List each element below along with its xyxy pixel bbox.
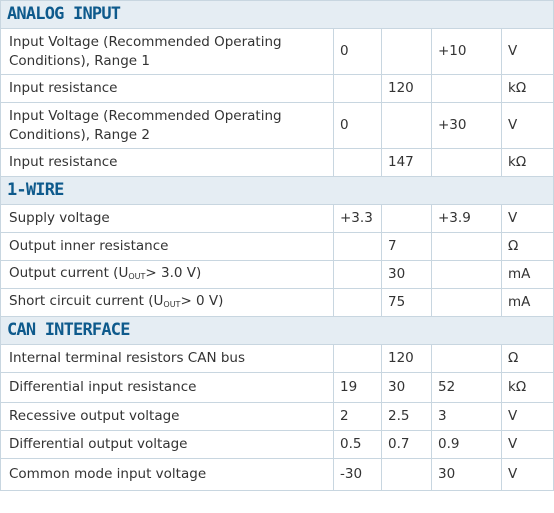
table-row: Short circuit current (UOUT> 0 V) 75 mA xyxy=(0,288,554,317)
min-value: 2 xyxy=(333,402,382,431)
min-value: -30 xyxy=(333,458,382,491)
table-row: Input Voltage (Recommended Operating Con… xyxy=(0,28,554,75)
min-value xyxy=(333,288,382,317)
unit: kΩ xyxy=(500,74,554,103)
max-value xyxy=(431,74,502,103)
typ-value: 2.5 xyxy=(381,402,432,431)
typ-value: 7 xyxy=(381,232,432,261)
unit: V xyxy=(500,430,554,459)
table-row: Common mode input voltage -30 30 V xyxy=(0,458,554,491)
min-value xyxy=(333,232,382,261)
min-value xyxy=(333,148,382,177)
min-value xyxy=(333,344,382,373)
unit: kΩ xyxy=(500,372,554,403)
parameter-name-text: > 0 V) xyxy=(180,292,224,309)
max-value: 30 xyxy=(431,458,502,491)
max-value xyxy=(431,344,502,373)
max-value xyxy=(431,148,502,177)
max-value: +10 xyxy=(431,28,502,75)
unit: V xyxy=(500,204,554,233)
parameter-name: Input Voltage (Recommended Operating Con… xyxy=(0,28,334,75)
max-value: 52 xyxy=(431,372,502,403)
typ-value: 147 xyxy=(381,148,432,177)
table-row: Recessive output voltage 2 2.5 3 V xyxy=(0,402,554,431)
parameter-name: Output current (UOUT> 3.0 V) xyxy=(0,260,334,289)
max-value xyxy=(431,260,502,289)
unit: V xyxy=(500,458,554,491)
parameter-name-text: > 3.0 V) xyxy=(145,264,202,281)
table-row: Supply voltage +3.3 +3.9 V xyxy=(0,204,554,233)
typ-value: 75 xyxy=(381,288,432,317)
min-value: 0 xyxy=(333,102,382,149)
typ-value: 30 xyxy=(381,260,432,289)
subscript: OUT xyxy=(128,271,146,281)
parameter-name-text: Short circuit current (U xyxy=(9,292,164,309)
typ-value xyxy=(381,204,432,233)
typ-value: 120 xyxy=(381,344,432,373)
table-row: Output current (UOUT> 3.0 V) 30 mA xyxy=(0,260,554,289)
min-value: 0 xyxy=(333,28,382,75)
unit: V xyxy=(500,102,554,149)
unit: V xyxy=(500,402,554,431)
unit: Ω xyxy=(500,232,554,261)
parameter-name: Input resistance xyxy=(0,148,334,177)
unit: mA xyxy=(500,288,554,317)
max-value: +30 xyxy=(431,102,502,149)
parameter-name: Differential input resistance xyxy=(0,372,334,403)
typ-value xyxy=(381,458,432,491)
min-value: 19 xyxy=(333,372,382,403)
subscript: OUT xyxy=(163,299,181,309)
table-row: Output inner resistance 7 Ω xyxy=(0,232,554,261)
table-row: Differential output voltage 0.5 0.7 0.9 … xyxy=(0,430,554,459)
table-row: Input resistance 147 kΩ xyxy=(0,148,554,177)
max-value xyxy=(431,232,502,261)
table-row: Input Voltage (Recommended Operating Con… xyxy=(0,102,554,149)
min-value: +3.3 xyxy=(333,204,382,233)
min-value xyxy=(333,74,382,103)
max-value xyxy=(431,288,502,317)
table-row: Input resistance 120 kΩ xyxy=(0,74,554,103)
unit: Ω xyxy=(500,344,554,373)
typ-value: 0.7 xyxy=(381,430,432,459)
section-header-can-interface: CAN INTERFACE xyxy=(0,316,554,345)
unit: V xyxy=(500,28,554,75)
unit: mA xyxy=(500,260,554,289)
section-title: ANALOG INPUT xyxy=(0,0,554,29)
parameter-name: Recessive output voltage xyxy=(0,402,334,431)
specifications-table: ANALOG INPUT Input Voltage (Recommended … xyxy=(0,0,554,491)
parameter-name-text: Output current (U xyxy=(9,264,129,281)
max-value: 3 xyxy=(431,402,502,431)
max-value: +3.9 xyxy=(431,204,502,233)
min-value: 0.5 xyxy=(333,430,382,459)
section-header-1-wire: 1-WIRE xyxy=(0,176,554,205)
parameter-name: Supply voltage xyxy=(0,204,334,233)
table-row: Differential input resistance 19 30 52 k… xyxy=(0,372,554,403)
min-value xyxy=(333,260,382,289)
unit: kΩ xyxy=(500,148,554,177)
section-title: CAN INTERFACE xyxy=(0,316,554,345)
parameter-name: Input Voltage (Recommended Operating Con… xyxy=(0,102,334,149)
parameter-name: Short circuit current (UOUT> 0 V) xyxy=(0,288,334,317)
parameter-name: Input resistance xyxy=(0,74,334,103)
parameter-name: Output inner resistance xyxy=(0,232,334,261)
typ-value xyxy=(381,102,432,149)
max-value: 0.9 xyxy=(431,430,502,459)
parameter-name: Internal terminal resistors CAN bus xyxy=(0,344,334,373)
section-header-analog-input: ANALOG INPUT xyxy=(0,0,554,29)
typ-value: 30 xyxy=(381,372,432,403)
section-title: 1-WIRE xyxy=(0,176,554,205)
parameter-name: Common mode input voltage xyxy=(0,458,334,491)
parameter-name: Differential output voltage xyxy=(0,430,334,459)
typ-value xyxy=(381,28,432,75)
typ-value: 120 xyxy=(381,74,432,103)
table-row: Internal terminal resistors CAN bus 120 … xyxy=(0,344,554,373)
